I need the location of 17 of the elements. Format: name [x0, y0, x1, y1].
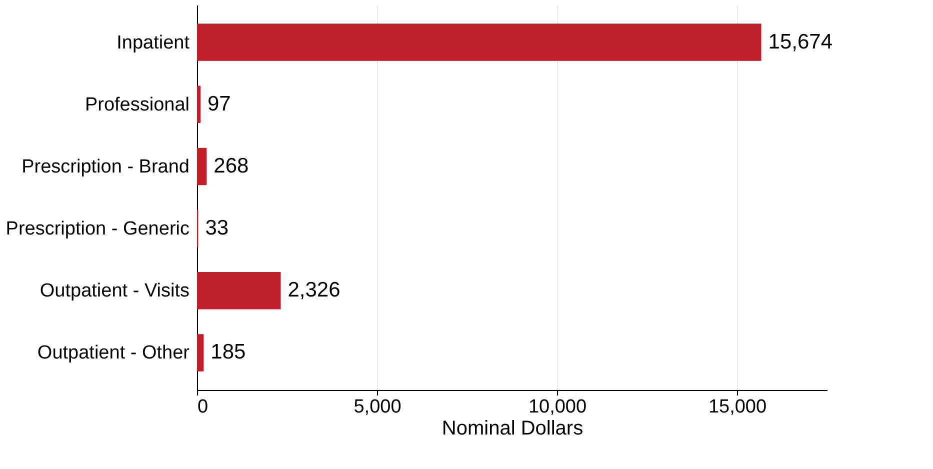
y-tick-label: Prescription - Brand: [22, 156, 190, 178]
y-tick-label: Inpatient: [116, 32, 190, 54]
data-label: 2,326: [288, 278, 340, 302]
x-tick-label: 5,000: [354, 396, 402, 418]
y-tick-label: Outpatient - Other: [37, 342, 190, 364]
data-label: 33: [205, 216, 229, 240]
y-tick-label: Prescription - Generic: [6, 218, 190, 240]
x-tick-label: 10,000: [528, 396, 587, 418]
y-tick-label: Professional: [84, 94, 190, 116]
data-label: 268: [214, 154, 249, 178]
data-label: 185: [210, 340, 246, 364]
data-label: 15,674: [768, 30, 833, 54]
x-tick-label: 0: [198, 396, 208, 418]
data-label: 97: [207, 92, 231, 116]
x-axis-title: Nominal Dollars: [442, 418, 584, 440]
y-tick-label: Outpatient - Visits: [40, 280, 190, 302]
x-tick-label: 15,000: [708, 396, 767, 418]
